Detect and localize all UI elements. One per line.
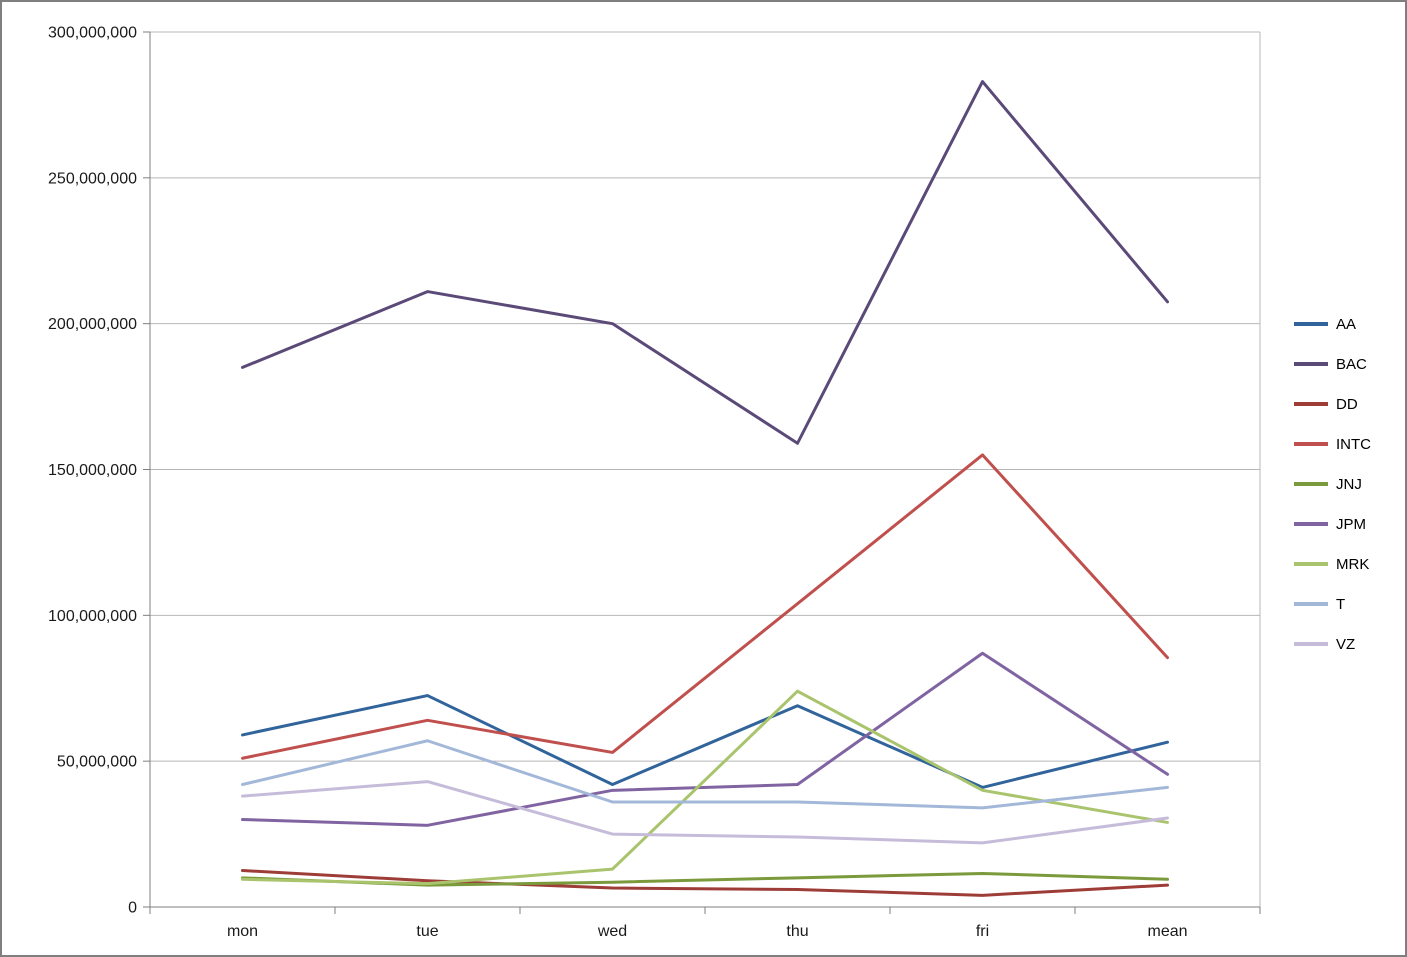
legend-swatch-JNJ — [1294, 482, 1328, 486]
legend-swatch-BAC — [1294, 362, 1328, 366]
y-axis-label: 50,000,000 — [57, 754, 137, 771]
x-axis-label: mean — [1147, 923, 1187, 940]
legend-item-JNJ: JNJ — [1294, 472, 1371, 496]
y-axis-label: 300,000,000 — [48, 25, 137, 42]
chart-legend: AA BAC DD INTC JNJ JPM MRK T VZ — [1294, 312, 1371, 672]
legend-swatch-T — [1294, 602, 1328, 606]
legend-item-T: T — [1294, 592, 1371, 616]
legend-item-AA: AA — [1294, 312, 1371, 336]
legend-label: T — [1336, 595, 1346, 613]
legend-label: AA — [1336, 315, 1357, 333]
series-line-BAC — [241, 80, 1169, 445]
legend-label: INTC — [1336, 435, 1371, 453]
series-line-DD — [241, 869, 1169, 897]
series-line-T — [241, 739, 1169, 810]
series-line-MRK — [241, 689, 1169, 886]
legend-label: DD — [1336, 395, 1358, 413]
legend-item-DD: DD — [1294, 392, 1371, 416]
legend-label: JNJ — [1336, 475, 1362, 493]
legend-label: MRK — [1336, 555, 1370, 573]
y-axis-label: 150,000,000 — [48, 462, 137, 479]
legend-swatch-AA — [1294, 322, 1328, 326]
legend-label: JPM — [1336, 515, 1366, 533]
x-axis-label: wed — [597, 923, 627, 940]
x-axis-label: fri — [976, 923, 989, 940]
x-axis-label: thu — [786, 923, 808, 940]
legend-item-INTC: INTC — [1294, 432, 1371, 456]
legend-item-BAC: BAC — [1294, 352, 1371, 376]
legend-label: BAC — [1336, 355, 1367, 373]
series-line-INTC — [241, 453, 1169, 760]
legend-item-MRK: MRK — [1294, 552, 1371, 576]
legend-swatch-VZ — [1294, 642, 1328, 646]
series-line-AA — [241, 694, 1169, 789]
legend-label: VZ — [1336, 635, 1356, 653]
series-line-VZ — [241, 780, 1169, 845]
y-axis-label: 200,000,000 — [48, 316, 137, 333]
y-axis-label: 100,000,000 — [48, 608, 137, 625]
legend-swatch-MRK — [1294, 562, 1328, 566]
x-axis-label: mon — [227, 923, 258, 940]
x-axis-label: tue — [416, 923, 438, 940]
legend-swatch-DD — [1294, 402, 1328, 406]
series-line-JPM — [241, 651, 1169, 827]
legend-item-JPM: JPM — [1294, 512, 1371, 536]
y-axis-label: 0 — [128, 900, 137, 917]
legend-item-VZ: VZ — [1294, 632, 1371, 656]
y-axis-label: 250,000,000 — [48, 170, 137, 187]
legend-swatch-INTC — [1294, 442, 1328, 446]
legend-swatch-JPM — [1294, 522, 1328, 526]
